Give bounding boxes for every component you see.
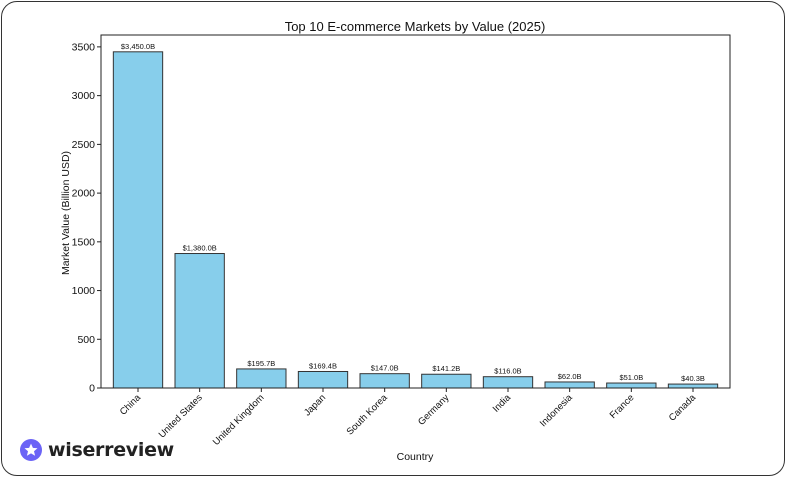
bar-value-label: $62.0B	[558, 372, 582, 381]
bar-value-label: $51.0B	[619, 373, 643, 382]
bar-value-label: $141.2B	[432, 364, 460, 373]
bar-value-label: $3,450.0B	[121, 42, 155, 51]
y-tick-label: 2000	[72, 188, 96, 200]
star-badge-icon	[20, 439, 42, 461]
bar-japan	[297, 370, 349, 389]
y-tick-label: 3500	[72, 41, 96, 53]
y-axis-label: Market Value (Billion USD)	[60, 151, 72, 275]
x-tick-label: South Korea	[345, 392, 391, 438]
x-tick-label: United Kingdom	[211, 392, 267, 448]
bar-united-kingdom	[236, 368, 287, 389]
bar-value-label: $169.4B	[309, 361, 337, 370]
bar-value-label: $147.0B	[371, 364, 399, 373]
bar-value-label: $40.3B	[681, 374, 705, 383]
bar-canada	[667, 383, 719, 389]
bar-united-states	[174, 253, 225, 389]
bar-china	[112, 51, 164, 389]
x-tick-label: Japan	[302, 392, 328, 418]
y-tick-label: 500	[77, 334, 95, 346]
brand-name: wiserreview	[48, 439, 174, 461]
x-tick-label: France	[608, 392, 637, 421]
x-axis-label: Country	[397, 451, 435, 463]
bar-france	[606, 382, 657, 389]
brand-logo: wiserreview	[20, 437, 174, 463]
bar-indonesia	[544, 381, 595, 389]
y-tick-label: 2500	[72, 139, 96, 151]
bar-value-label: $1,380.0B	[183, 244, 217, 253]
x-tick-label: Germany	[416, 392, 452, 428]
plot-area-frame	[100, 34, 731, 389]
bar-germany	[421, 373, 472, 389]
x-tick-label: Indonesia	[538, 392, 575, 429]
x-tick-label: China	[118, 392, 144, 418]
x-tick-label: Canada	[667, 392, 699, 424]
y-tick-label: 0	[89, 383, 95, 395]
bar-value-label: $116.0B	[494, 367, 521, 376]
bar-india	[482, 376, 534, 389]
x-tick-label: United States	[157, 392, 205, 440]
y-tick-label: 1000	[72, 285, 96, 297]
bar-value-label: $195.7B	[247, 359, 275, 368]
bar-south-korea	[359, 373, 410, 389]
y-tick-label: 1500	[72, 236, 96, 248]
chart-title: Top 10 E-commerce Markets by Value (2025…	[285, 19, 546, 34]
y-tick-label: 3000	[72, 90, 96, 102]
x-tick-label: India	[491, 392, 514, 415]
